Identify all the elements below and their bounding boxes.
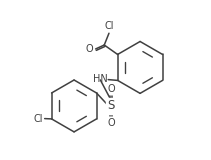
Text: Cl: Cl (34, 114, 43, 124)
Text: O: O (85, 44, 93, 54)
Text: S: S (107, 100, 115, 112)
Text: Cl: Cl (104, 21, 114, 31)
Text: O: O (107, 84, 115, 94)
Text: O: O (107, 118, 115, 128)
Text: HN: HN (93, 74, 108, 84)
